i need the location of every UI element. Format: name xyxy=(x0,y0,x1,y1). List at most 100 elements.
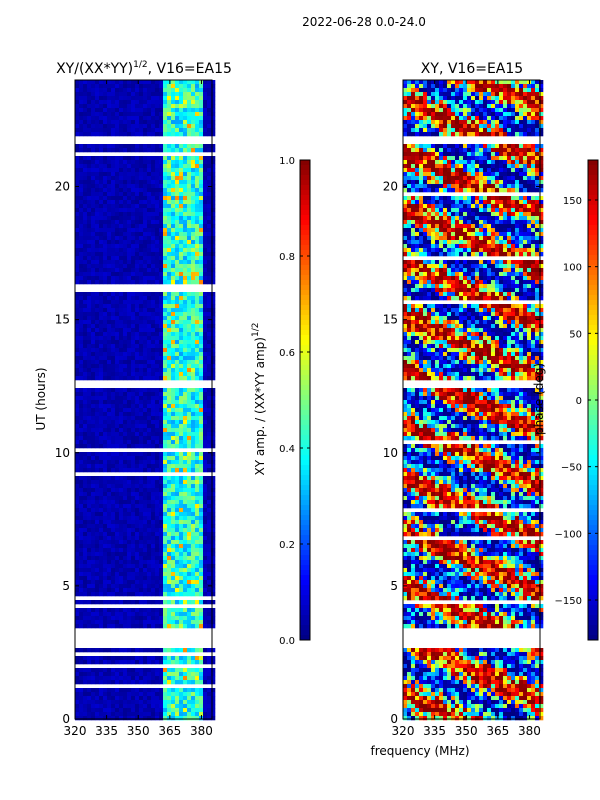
heatmap-cell xyxy=(187,408,192,413)
heatmap-cell xyxy=(195,612,200,617)
heatmap-cell xyxy=(159,592,164,597)
heatmap-cell xyxy=(203,412,208,417)
heatmap-cell xyxy=(115,420,120,425)
heatmap-cell xyxy=(107,396,112,401)
heatmap-cell xyxy=(143,600,148,605)
heatmap-cell xyxy=(119,588,124,593)
heatmap-cell xyxy=(191,364,196,369)
heatmap-cell xyxy=(171,240,176,245)
heatmap-cell xyxy=(75,456,80,461)
heatmap-cell xyxy=(163,244,168,249)
heatmap-cell xyxy=(95,516,100,521)
heatmap-cell xyxy=(91,328,96,333)
heatmap-cell xyxy=(143,416,148,421)
heatmap-cell xyxy=(151,500,156,505)
heatmap-cell xyxy=(171,436,176,441)
heatmap-cell xyxy=(199,296,204,301)
heatmap-cell xyxy=(207,512,212,517)
heatmap-cell xyxy=(75,440,80,445)
heatmap-cell xyxy=(175,240,180,245)
heatmap-cell xyxy=(135,456,140,461)
heatmap-cell xyxy=(171,600,176,605)
heatmap-cell xyxy=(95,556,100,561)
heatmap-cell xyxy=(159,612,164,617)
heatmap-cell xyxy=(91,668,96,673)
heatmap-cell xyxy=(135,520,140,525)
heatmap-cell xyxy=(159,148,164,153)
heatmap-cell xyxy=(187,576,192,581)
heatmap-cell xyxy=(103,144,108,149)
heatmap-cell xyxy=(211,704,216,709)
heatmap-cell xyxy=(155,312,160,317)
heatmap-cell xyxy=(195,680,200,685)
heatmap-cell xyxy=(91,712,96,717)
heatmap-cell xyxy=(107,388,112,393)
heatmap-cell xyxy=(87,280,92,285)
heatmap-cell xyxy=(175,232,180,237)
heatmap-cell xyxy=(79,128,84,133)
heatmap-cell xyxy=(135,680,140,685)
heatmap-cell xyxy=(183,460,188,465)
heatmap-cell xyxy=(195,124,200,129)
heatmap-cell xyxy=(75,524,80,529)
heatmap-cell xyxy=(163,212,168,217)
heatmap-cell xyxy=(123,524,128,529)
heatmap-cell xyxy=(87,264,92,269)
heatmap-cell xyxy=(187,416,192,421)
heatmap-cell xyxy=(171,444,176,449)
heatmap-cell xyxy=(207,224,212,229)
heatmap-cell xyxy=(107,312,112,317)
heatmap-cell xyxy=(139,276,144,281)
heatmap-cell xyxy=(135,192,140,197)
heatmap-cell xyxy=(127,708,132,713)
heatmap-cell xyxy=(171,608,176,613)
colorbar-segment xyxy=(300,230,310,236)
heatmap-cell xyxy=(175,84,180,89)
heatmap-cell xyxy=(167,500,172,505)
heatmap-cell xyxy=(187,500,192,505)
heatmap-cell xyxy=(135,556,140,561)
heatmap-cell xyxy=(119,704,124,709)
heatmap-cell xyxy=(159,252,164,257)
heatmap-cell xyxy=(123,616,128,621)
heatmap-cell xyxy=(183,676,188,681)
heatmap-cell xyxy=(131,480,136,485)
heatmap-cell xyxy=(79,524,84,529)
colorbar-segment xyxy=(300,235,310,241)
heatmap-cell xyxy=(183,276,188,281)
heatmap-cell xyxy=(199,228,204,233)
heatmap-cell xyxy=(131,364,136,369)
heatmap-cell xyxy=(131,144,136,149)
heatmap-cell xyxy=(179,352,184,357)
heatmap-cell xyxy=(87,156,92,161)
heatmap-cell xyxy=(167,252,172,257)
heatmap-cell xyxy=(203,348,208,353)
heatmap-cell xyxy=(79,676,84,681)
heatmap-cell xyxy=(87,228,92,233)
heatmap-cell xyxy=(83,396,88,401)
heatmap-cell xyxy=(87,608,92,613)
heatmap-cell xyxy=(151,324,156,329)
heatmap-cell xyxy=(187,116,192,121)
heatmap-cell xyxy=(119,680,124,685)
heatmap-cell xyxy=(199,356,204,361)
heatmap-cell xyxy=(163,600,168,605)
heatmap-cell xyxy=(183,280,188,285)
heatmap-cell xyxy=(207,344,212,349)
heatmap-cell xyxy=(87,552,92,557)
heatmap-cell xyxy=(95,204,100,209)
amp-plot-frame xyxy=(74,79,213,720)
heatmap-cell xyxy=(127,216,132,221)
heatmap-cell xyxy=(87,520,92,525)
heatmap-cell xyxy=(211,672,216,677)
heatmap-cell xyxy=(147,220,152,225)
heatmap-cell xyxy=(147,256,152,261)
heatmap-cell xyxy=(95,244,100,249)
heatmap-cell xyxy=(75,168,80,173)
heatmap-cell xyxy=(187,572,192,577)
heatmap-cell xyxy=(135,464,140,469)
heatmap-cell xyxy=(131,344,136,349)
heatmap-cell xyxy=(155,200,160,205)
heatmap-cell xyxy=(155,460,160,465)
heatmap-cell xyxy=(211,188,216,193)
